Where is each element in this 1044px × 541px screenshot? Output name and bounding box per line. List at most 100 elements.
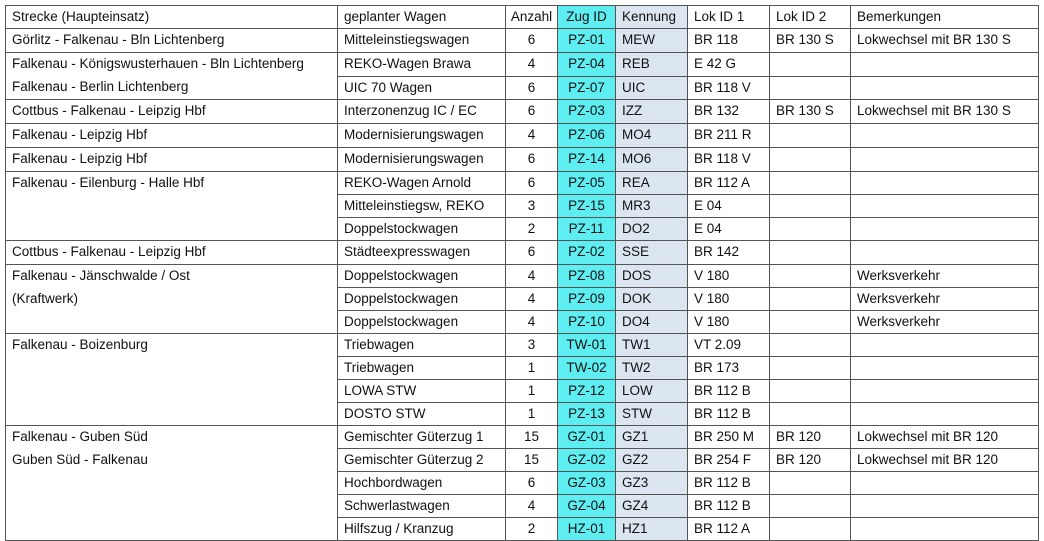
cell-anzahl: 4 [505, 264, 558, 288]
cell-lok-id-1: E 04 [687, 217, 770, 241]
cell-kennung: DO4 [615, 310, 688, 334]
cell-anzahl: 3 [505, 194, 558, 218]
cell-wagen: Hilfszug / Kranzug [337, 517, 506, 541]
cell-bemerkungen [850, 171, 1039, 195]
cell-kennung: STW [615, 402, 688, 426]
header-cell: Strecke (Haupteinsatz) [5, 5, 338, 29]
cell-zug-id: GZ-03 [557, 471, 616, 495]
route-text: (Kraftwerk) [12, 291, 79, 306]
route-cell: Görlitz - Falkenau - Bln Lichtenberg [5, 28, 338, 53]
route-cell: Falkenau - Leipzig Hbf [5, 123, 338, 148]
table-body: Görlitz - Falkenau - Bln Lichtenberg Mitt… [5, 28, 1039, 541]
cell-wagen: Mitteleinstiegsw, REKO [337, 194, 506, 218]
cell-bemerkungen: Werksverkehr [850, 310, 1039, 334]
table-row: Hochbordwagen 6 GZ-03 GZ3 BR 112 B [6, 471, 1039, 495]
cell-lok-id-1: BR 112 B [687, 471, 770, 495]
cell-lok-id-2 [769, 194, 851, 218]
route-cell: Cottbus - Falkenau - Leipzig Hbf [5, 99, 338, 124]
cell-lok-id-2: BR 120 [769, 448, 851, 472]
table-row: Hilfszug / Kranzug 2 HZ-01 HZ1 BR 112 A [6, 517, 1039, 541]
cell-wagen: Modernisierungswagen [337, 147, 506, 172]
cell-bemerkungen: Lokwechsel mit BR 130 S [850, 99, 1039, 124]
cell-bemerkungen [850, 240, 1039, 265]
route-cell: Falkenau - Königswusterhauen - Bln Licht… [5, 52, 338, 100]
table-row: Falkenau - Königswusterhauen - Bln Licht… [5, 52, 1039, 100]
cell-lok-id-1: V 180 [687, 310, 770, 334]
table-row: Görlitz - Falkenau - Bln Lichtenberg Mitt… [5, 28, 1039, 53]
cell-lok-id-1: BR 132 [687, 99, 770, 124]
cell-lok-id-1: V 180 [687, 287, 770, 311]
cell-kennung: DOS [615, 264, 688, 288]
table-row: LOWA STW 1 PZ-12 LOW BR 112 B [6, 379, 1039, 403]
route-text: Falkenau - Eilenburg - Halle Hbf [12, 175, 205, 190]
cell-anzahl: 6 [505, 240, 558, 265]
table-row: Cottbus - Falkenau - Leipzig Hbf Interzon… [5, 99, 1039, 124]
cell-kennung: UIC [615, 75, 688, 100]
table-row: Falkenau - Boizenburg Triebwagen 3 TW-01 TW1… [5, 333, 1039, 426]
cell-bemerkungen: Lokwechsel mit BR 120 [850, 448, 1039, 472]
cell-lok-id-1: BR 112 B [687, 402, 770, 426]
cell-kennung: TW1 [615, 333, 688, 357]
cell-bemerkungen [850, 194, 1039, 218]
cell-lok-id-2 [769, 171, 851, 195]
cell-anzahl: 6 [505, 471, 558, 495]
cell-zug-id: GZ-04 [557, 494, 616, 518]
cell-kennung: REB [615, 52, 688, 77]
cell-zug-id: PZ-13 [557, 402, 616, 426]
cell-wagen: Schwerlastwagen [337, 494, 506, 518]
cell-anzahl: 2 [505, 217, 558, 241]
cell-zug-id: PZ-12 [557, 379, 616, 403]
cell-bemerkungen [850, 402, 1039, 426]
cell-lok-id-2 [769, 287, 851, 311]
cell-lok-id-2 [769, 356, 851, 380]
cell-wagen: Modernisierungswagen [337, 123, 506, 148]
cell-zug-id: TW-01 [557, 333, 616, 357]
cell-lok-id-2 [769, 402, 851, 426]
cell-lok-id-1: BR 118 V [687, 75, 770, 100]
route-cell: Falkenau - Jänschwalde / Ost (Kraftwerk) [5, 264, 338, 334]
table-row: Falkenau - Jänschwalde / Ost (Kraftwerk) D… [5, 264, 1039, 334]
cell-zug-id: PZ-07 [557, 75, 616, 100]
cell-kennung: DOK [615, 287, 688, 311]
cell-wagen: LOWA STW [337, 379, 506, 403]
cell-bemerkungen: Werksverkehr [850, 287, 1039, 311]
cell-lok-id-2 [769, 147, 851, 172]
cell-lok-id-1: E 42 G [687, 52, 770, 77]
route-cell: Falkenau - Guben Süd Guben Süd - Falkenau [5, 425, 338, 541]
route-text: Falkenau - Boizenburg [12, 337, 148, 352]
header-row: Strecke (Haupteinsatz) geplanter Wagen Anz… [5, 5, 1039, 29]
cell-wagen: REKO-Wagen Arnold [337, 171, 506, 195]
cell-zug-id: PZ-09 [557, 287, 616, 311]
cell-zug-id: PZ-02 [557, 240, 616, 265]
cell-lok-id-1: BR 254 F [687, 448, 770, 472]
route-text: Görlitz - Falkenau - Bln Lichtenberg [12, 32, 225, 47]
cell-bemerkungen [850, 123, 1039, 148]
table-row: UIC 70 Wagen 6 PZ-07 UIC BR 118 V [6, 75, 1039, 100]
cell-bemerkungen: Werksverkehr [850, 264, 1039, 288]
route-text: Falkenau - Guben Süd [12, 429, 148, 444]
cell-bemerkungen [850, 356, 1039, 380]
cell-zug-id: PZ-06 [557, 123, 616, 148]
cell-bemerkungen [850, 471, 1039, 495]
cell-bemerkungen [850, 333, 1039, 357]
table-row: Schwerlastwagen 4 GZ-04 GZ4 BR 112 B [6, 494, 1039, 518]
cell-wagen: UIC 70 Wagen [337, 75, 506, 100]
cell-kennung: HZ1 [615, 517, 688, 541]
cell-kennung: MR3 [615, 194, 688, 218]
cell-bemerkungen [850, 494, 1039, 518]
cell-lok-id-1: BR 142 [687, 240, 770, 265]
table-row: Triebwagen 1 TW-02 TW2 BR 173 [6, 356, 1039, 380]
cell-anzahl: 6 [505, 147, 558, 172]
cell-zug-id: PZ-10 [557, 310, 616, 334]
cell-zug-id: GZ-01 [557, 425, 616, 449]
cell-lok-id-2 [769, 52, 851, 77]
cell-anzahl: 6 [505, 99, 558, 124]
cell-anzahl: 4 [505, 52, 558, 77]
cell-lok-id-1: BR 211 R [687, 123, 770, 148]
header-cell: Lok ID 2 [769, 5, 851, 29]
cell-lok-id-1: BR 173 [687, 356, 770, 380]
cell-zug-id: PZ-15 [557, 194, 616, 218]
route-text: Cottbus - Falkenau - Leipzig Hbf [12, 244, 206, 259]
